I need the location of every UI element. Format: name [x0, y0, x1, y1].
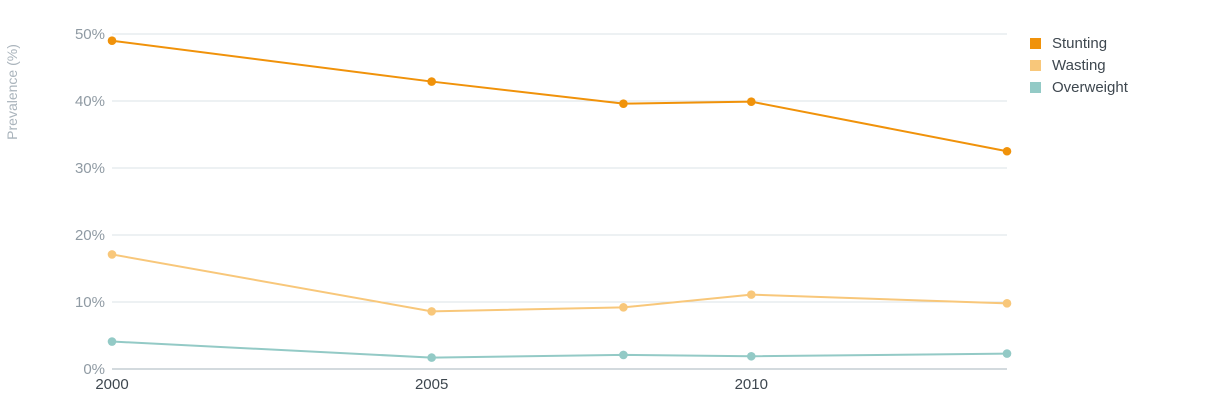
data-point-overweight[interactable] — [107, 337, 117, 346]
data-point-overweight[interactable] — [1002, 349, 1012, 358]
data-point-wasting[interactable] — [619, 303, 628, 312]
y-tick-label: 0% — [83, 361, 105, 378]
legend-item-stunting[interactable]: Stunting — [1030, 35, 1107, 52]
data-point-wasting[interactable] — [107, 250, 117, 259]
y-axis-label: Prevalence (%) — [4, 44, 20, 140]
legend-swatch-overweight — [1030, 82, 1041, 93]
x-tick-label: 2010 — [735, 376, 768, 393]
y-tick-label: 20% — [75, 227, 105, 244]
legend-swatch-stunting — [1030, 38, 1041, 49]
x-tick-label: 2005 — [415, 376, 448, 393]
data-point-wasting[interactable] — [427, 307, 436, 316]
legend-label: Wasting — [1052, 57, 1106, 74]
data-point-overweight[interactable] — [746, 351, 756, 361]
data-point-stunting[interactable] — [427, 77, 436, 86]
grid-layer — [112, 33, 1007, 303]
series-line-overweight — [111, 340, 1008, 359]
data-point-overweight[interactable] — [619, 350, 628, 360]
y-tick-label: 10% — [75, 294, 105, 311]
legend-item-overweight[interactable]: Overweight — [1030, 79, 1129, 96]
data-point-stunting[interactable] — [619, 99, 628, 108]
legend-item-wasting[interactable]: Wasting — [1030, 57, 1106, 74]
series-line-stunting — [111, 39, 1008, 153]
axis-layer: 0% 10% 20% 30% 40% 50% 2000 2005 2010 — [75, 26, 1007, 393]
y-tick-label: 40% — [75, 93, 105, 110]
series-wasting — [107, 250, 1012, 316]
series-layer — [107, 36, 1012, 362]
data-point-wasting[interactable] — [746, 290, 756, 299]
data-point-stunting[interactable] — [1002, 146, 1012, 156]
data-point-stunting[interactable] — [107, 36, 117, 45]
data-point-wasting[interactable] — [1002, 299, 1012, 308]
series-stunting — [107, 36, 1012, 156]
y-tick-label: 30% — [75, 160, 105, 177]
x-tick-label: 2000 — [95, 376, 128, 393]
legend-swatch-wasting — [1030, 60, 1041, 71]
y-tick-label: 50% — [75, 26, 105, 43]
data-point-stunting[interactable] — [746, 97, 756, 106]
data-point-overweight[interactable] — [427, 353, 436, 362]
series-overweight — [107, 337, 1012, 362]
legend-label: Overweight — [1052, 79, 1129, 96]
series-line-wasting — [111, 253, 1008, 313]
legend: Stunting Wasting Overweight — [1030, 35, 1129, 96]
legend-label: Stunting — [1052, 35, 1107, 52]
